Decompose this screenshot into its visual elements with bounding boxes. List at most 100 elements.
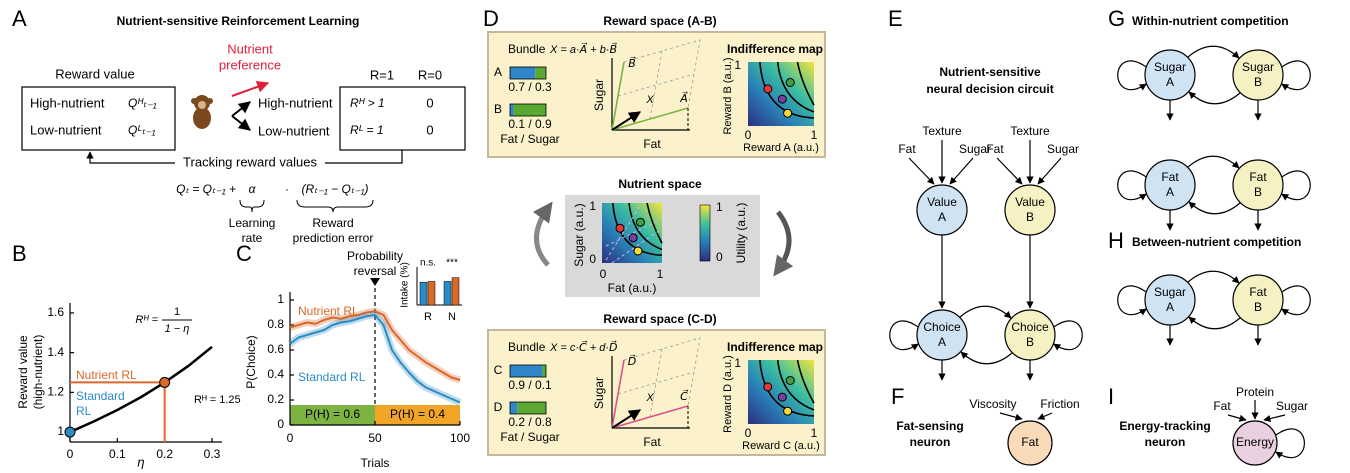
label: Probability [347, 249, 403, 263]
label: preference [219, 57, 281, 72]
label: Reward B (a.u.) [722, 57, 734, 134]
x-tick-label: 0.2 [156, 447, 173, 461]
self-loop [1282, 286, 1311, 315]
monkey-icon [198, 101, 206, 109]
self-loop [1118, 61, 1147, 90]
label: Texture [1010, 124, 1050, 138]
inhibition [1189, 92, 1240, 104]
label: Nutrient-sensitive [939, 65, 1041, 79]
self-loop [1054, 321, 1083, 350]
label: Energy [1236, 435, 1274, 449]
figure: ANutrient-sensitive Reinforcement Learni… [0, 0, 1350, 473]
label: Fat [1213, 399, 1231, 413]
bundle-sugar [517, 402, 546, 414]
monkey-icon [207, 98, 213, 104]
label: reversal [354, 264, 397, 278]
bundle-dot [786, 376, 794, 384]
label: P(H) = 0.4 [390, 407, 445, 421]
label: Nutrient RL [76, 368, 137, 382]
label: Sugar [1047, 142, 1079, 156]
x-tick-label: 50 [368, 431, 382, 445]
inhibition [1189, 317, 1240, 329]
label: Reward [312, 216, 353, 230]
label: B [1026, 335, 1034, 349]
label: 0.1 / 0.9 [508, 117, 552, 131]
label: X = c·C⃗ + d·D⃗ [549, 340, 618, 354]
label: R=0 [418, 67, 442, 82]
label: Qᴴₜ₋₁ [128, 96, 157, 110]
inset-bar [428, 281, 435, 305]
y-tick-label: 1.2 [47, 385, 64, 399]
panel-letter: E [888, 6, 903, 31]
label: neuron [910, 435, 951, 449]
panel-letter: C [236, 241, 252, 266]
label: D [494, 400, 503, 414]
x-axis-label: Trials [361, 456, 390, 470]
label: Reward value [55, 66, 135, 81]
connector [232, 102, 250, 116]
label: 1 [657, 267, 664, 281]
inset-y-label: Intake (%) [400, 262, 411, 308]
panel-letter: H [1108, 228, 1124, 253]
label: Bundle [508, 42, 546, 56]
panel-letter: B [12, 241, 27, 266]
label: Learning [229, 216, 276, 230]
page: { "panel_a": {"letter": "A", "title": "N… [0, 0, 1350, 473]
label: A [1166, 185, 1174, 199]
inset-x-label: R [424, 311, 432, 323]
bundle-sugar [514, 104, 546, 116]
label: Fat [1021, 435, 1039, 449]
connector [240, 200, 264, 212]
label: Sugar [1276, 399, 1308, 413]
self-loop [1282, 171, 1311, 200]
bundle-sugar [535, 67, 546, 79]
label: Sugar [1154, 60, 1186, 74]
label: Rᴴ = [135, 314, 158, 326]
label: Indifference map [727, 340, 823, 354]
monkey-icon [191, 98, 197, 104]
y-tick-label: 1.4 [47, 345, 64, 359]
label: 0 [426, 95, 433, 110]
label: 0 [589, 252, 596, 266]
label: 0.2 / 0.8 [508, 415, 552, 429]
label: Bundle [508, 340, 546, 354]
label: Fat [643, 137, 661, 151]
bundle-dot [784, 407, 792, 415]
panel-title: Reward space (C-D) [603, 312, 716, 326]
panel-title: Nutrient space [618, 177, 702, 191]
label: Sugar [1154, 285, 1186, 299]
bundle-dot [786, 78, 794, 86]
label: B [494, 102, 502, 116]
label: · [285, 182, 289, 196]
bundle-dot [764, 383, 772, 391]
y-tick-label: 1 [57, 424, 64, 438]
label: A⃗ [679, 91, 688, 105]
self-loop [1282, 61, 1311, 90]
bundle-dot [616, 224, 624, 232]
label: B [1026, 210, 1034, 224]
connector [997, 158, 1022, 184]
label: 1 [174, 306, 180, 318]
connector [1000, 413, 1022, 419]
label: 1 [734, 356, 741, 370]
connector [90, 152, 175, 163]
inhibition [1188, 271, 1239, 283]
label: 0 [426, 122, 433, 137]
significance: n.s. [420, 258, 436, 269]
label: 0.9 / 0.1 [508, 378, 552, 392]
label: Texture [922, 124, 962, 138]
x-axis-label: η [137, 454, 144, 469]
point [160, 377, 170, 387]
y-axis-label: (high-nutrient) [31, 335, 45, 410]
label: Low-nutrient [30, 122, 102, 137]
y-tick-label: 0.2 [267, 392, 284, 406]
label: 0 [716, 250, 723, 264]
label: C⃗ [680, 389, 688, 403]
label: Choice [923, 320, 961, 334]
label: 1 [716, 200, 723, 214]
label: Low-nutrient [258, 123, 330, 138]
label: 1 [811, 426, 818, 440]
label: 0 [600, 267, 607, 281]
panel-letter: I [1108, 384, 1114, 409]
label: Rᴴ > 1 [350, 96, 385, 110]
